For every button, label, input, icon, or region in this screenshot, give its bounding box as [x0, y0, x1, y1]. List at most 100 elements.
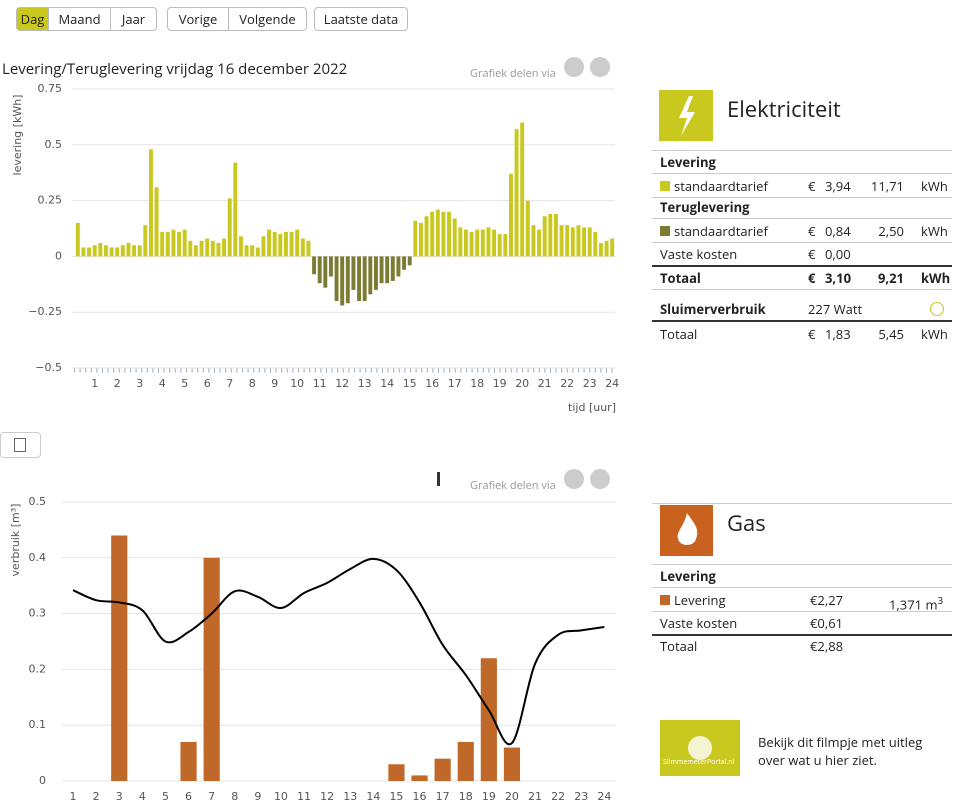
bar — [171, 229, 176, 257]
facebook-icon[interactable] — [564, 57, 584, 77]
x-axis-label: tijd [uur] — [568, 401, 616, 414]
thermometer-icon — [437, 472, 440, 486]
bar — [441, 211, 446, 257]
x-tick-label: 10 — [290, 377, 304, 390]
bar — [604, 240, 609, 257]
bar — [216, 243, 221, 257]
bar — [227, 198, 232, 257]
bar — [250, 245, 255, 257]
bar — [154, 187, 159, 257]
bar — [430, 211, 435, 257]
section-header: Levering — [652, 564, 952, 588]
bar — [475, 229, 480, 257]
bar — [312, 256, 317, 275]
bar — [413, 220, 418, 257]
y-tick-label: 0.5 — [29, 495, 47, 508]
bar — [351, 256, 356, 290]
bar — [582, 227, 587, 257]
bar — [210, 240, 215, 257]
bar — [306, 240, 311, 257]
btn-dag[interactable]: Dag — [16, 7, 49, 31]
bar — [362, 256, 367, 302]
y-axis-label: levering [kWh] — [11, 95, 24, 176]
y-tick-label: 0.3 — [29, 607, 47, 620]
y-tick-label: −0.5 — [35, 361, 62, 374]
x-tick-label: 11 — [297, 790, 311, 803]
bar — [480, 658, 497, 781]
x-tick-label: 21 — [538, 377, 552, 390]
bar — [457, 741, 474, 781]
bar — [222, 238, 227, 257]
bar — [115, 247, 120, 257]
x-tick-label: 13 — [343, 790, 357, 803]
y-tick-label: 0 — [39, 774, 46, 787]
bar — [508, 173, 513, 257]
x-tick-label: 14 — [366, 790, 380, 803]
bar — [340, 256, 345, 306]
bar — [492, 229, 497, 257]
x-tick-label: 24 — [605, 377, 619, 390]
bar — [593, 231, 598, 257]
bar — [559, 225, 564, 257]
bar — [143, 225, 148, 257]
bar — [576, 225, 581, 257]
video-thumbnail[interactable]: SlimmemeterPortal.nl — [660, 720, 740, 776]
total-row: Totaal €2,88 — [660, 637, 844, 655]
gas-icon — [660, 505, 713, 556]
x-tick-label: 17 — [448, 377, 462, 390]
bar — [480, 229, 485, 257]
bar — [396, 256, 401, 277]
bar — [193, 245, 198, 257]
btn-vorige[interactable]: Vorige — [167, 7, 229, 31]
panel-title: Elektriciteit — [727, 94, 841, 124]
x-tick-label: 13 — [358, 377, 372, 390]
twitter-icon[interactable] — [590, 469, 610, 489]
bar — [233, 162, 238, 257]
fixed-row: Vaste kosten €0,61 — [652, 612, 952, 636]
section-header: Levering — [652, 150, 952, 174]
bar — [379, 256, 384, 284]
bar — [111, 535, 128, 781]
bar — [177, 231, 182, 257]
bar — [486, 227, 491, 257]
x-tick-label: 15 — [403, 377, 417, 390]
twitter-icon[interactable] — [590, 57, 610, 77]
xls-button[interactable] — [0, 432, 41, 458]
bar — [244, 245, 249, 257]
bar — [188, 240, 193, 257]
x-tick-label: 9 — [254, 790, 261, 803]
y-tick-label: 0.25 — [38, 194, 63, 207]
btn-volgende[interactable]: Volgende — [228, 7, 307, 31]
section-header: Teruglevering — [652, 196, 952, 219]
x-tick-label: 3 — [116, 790, 123, 803]
bar — [368, 256, 373, 295]
x-tick-label: 22 — [551, 790, 565, 803]
bar — [255, 247, 260, 257]
x-tick-label: 19 — [482, 790, 496, 803]
bar — [388, 764, 405, 781]
standby-row: Sluimerverbruik 227 Watt — [652, 298, 952, 322]
bar — [205, 238, 210, 257]
facebook-icon[interactable] — [564, 469, 584, 489]
x-tick-label: 18 — [470, 377, 484, 390]
x-tick-label: 23 — [583, 377, 597, 390]
bar — [132, 245, 137, 257]
bar — [458, 227, 463, 257]
btn-laatste[interactable]: Laatste data — [314, 7, 408, 31]
bar — [610, 238, 615, 257]
x-tick-label: 1 — [91, 377, 98, 390]
bar — [148, 149, 153, 257]
bar — [537, 229, 542, 257]
bar — [295, 229, 300, 257]
btn-maand[interactable]: Maand — [48, 7, 111, 31]
x-tick-label: 8 — [231, 790, 238, 803]
x-tick-label: 6 — [185, 790, 192, 803]
x-tick-label: 5 — [181, 377, 188, 390]
y-tick-label: 0.5 — [45, 138, 63, 151]
bar — [165, 231, 170, 257]
gas-row: Levering €2,27 1,371 m3 — [652, 589, 952, 613]
bar — [98, 243, 103, 257]
video-brand: SlimmemeterPortal.nl — [663, 758, 735, 767]
btn-jaar[interactable]: Jaar — [110, 7, 157, 31]
